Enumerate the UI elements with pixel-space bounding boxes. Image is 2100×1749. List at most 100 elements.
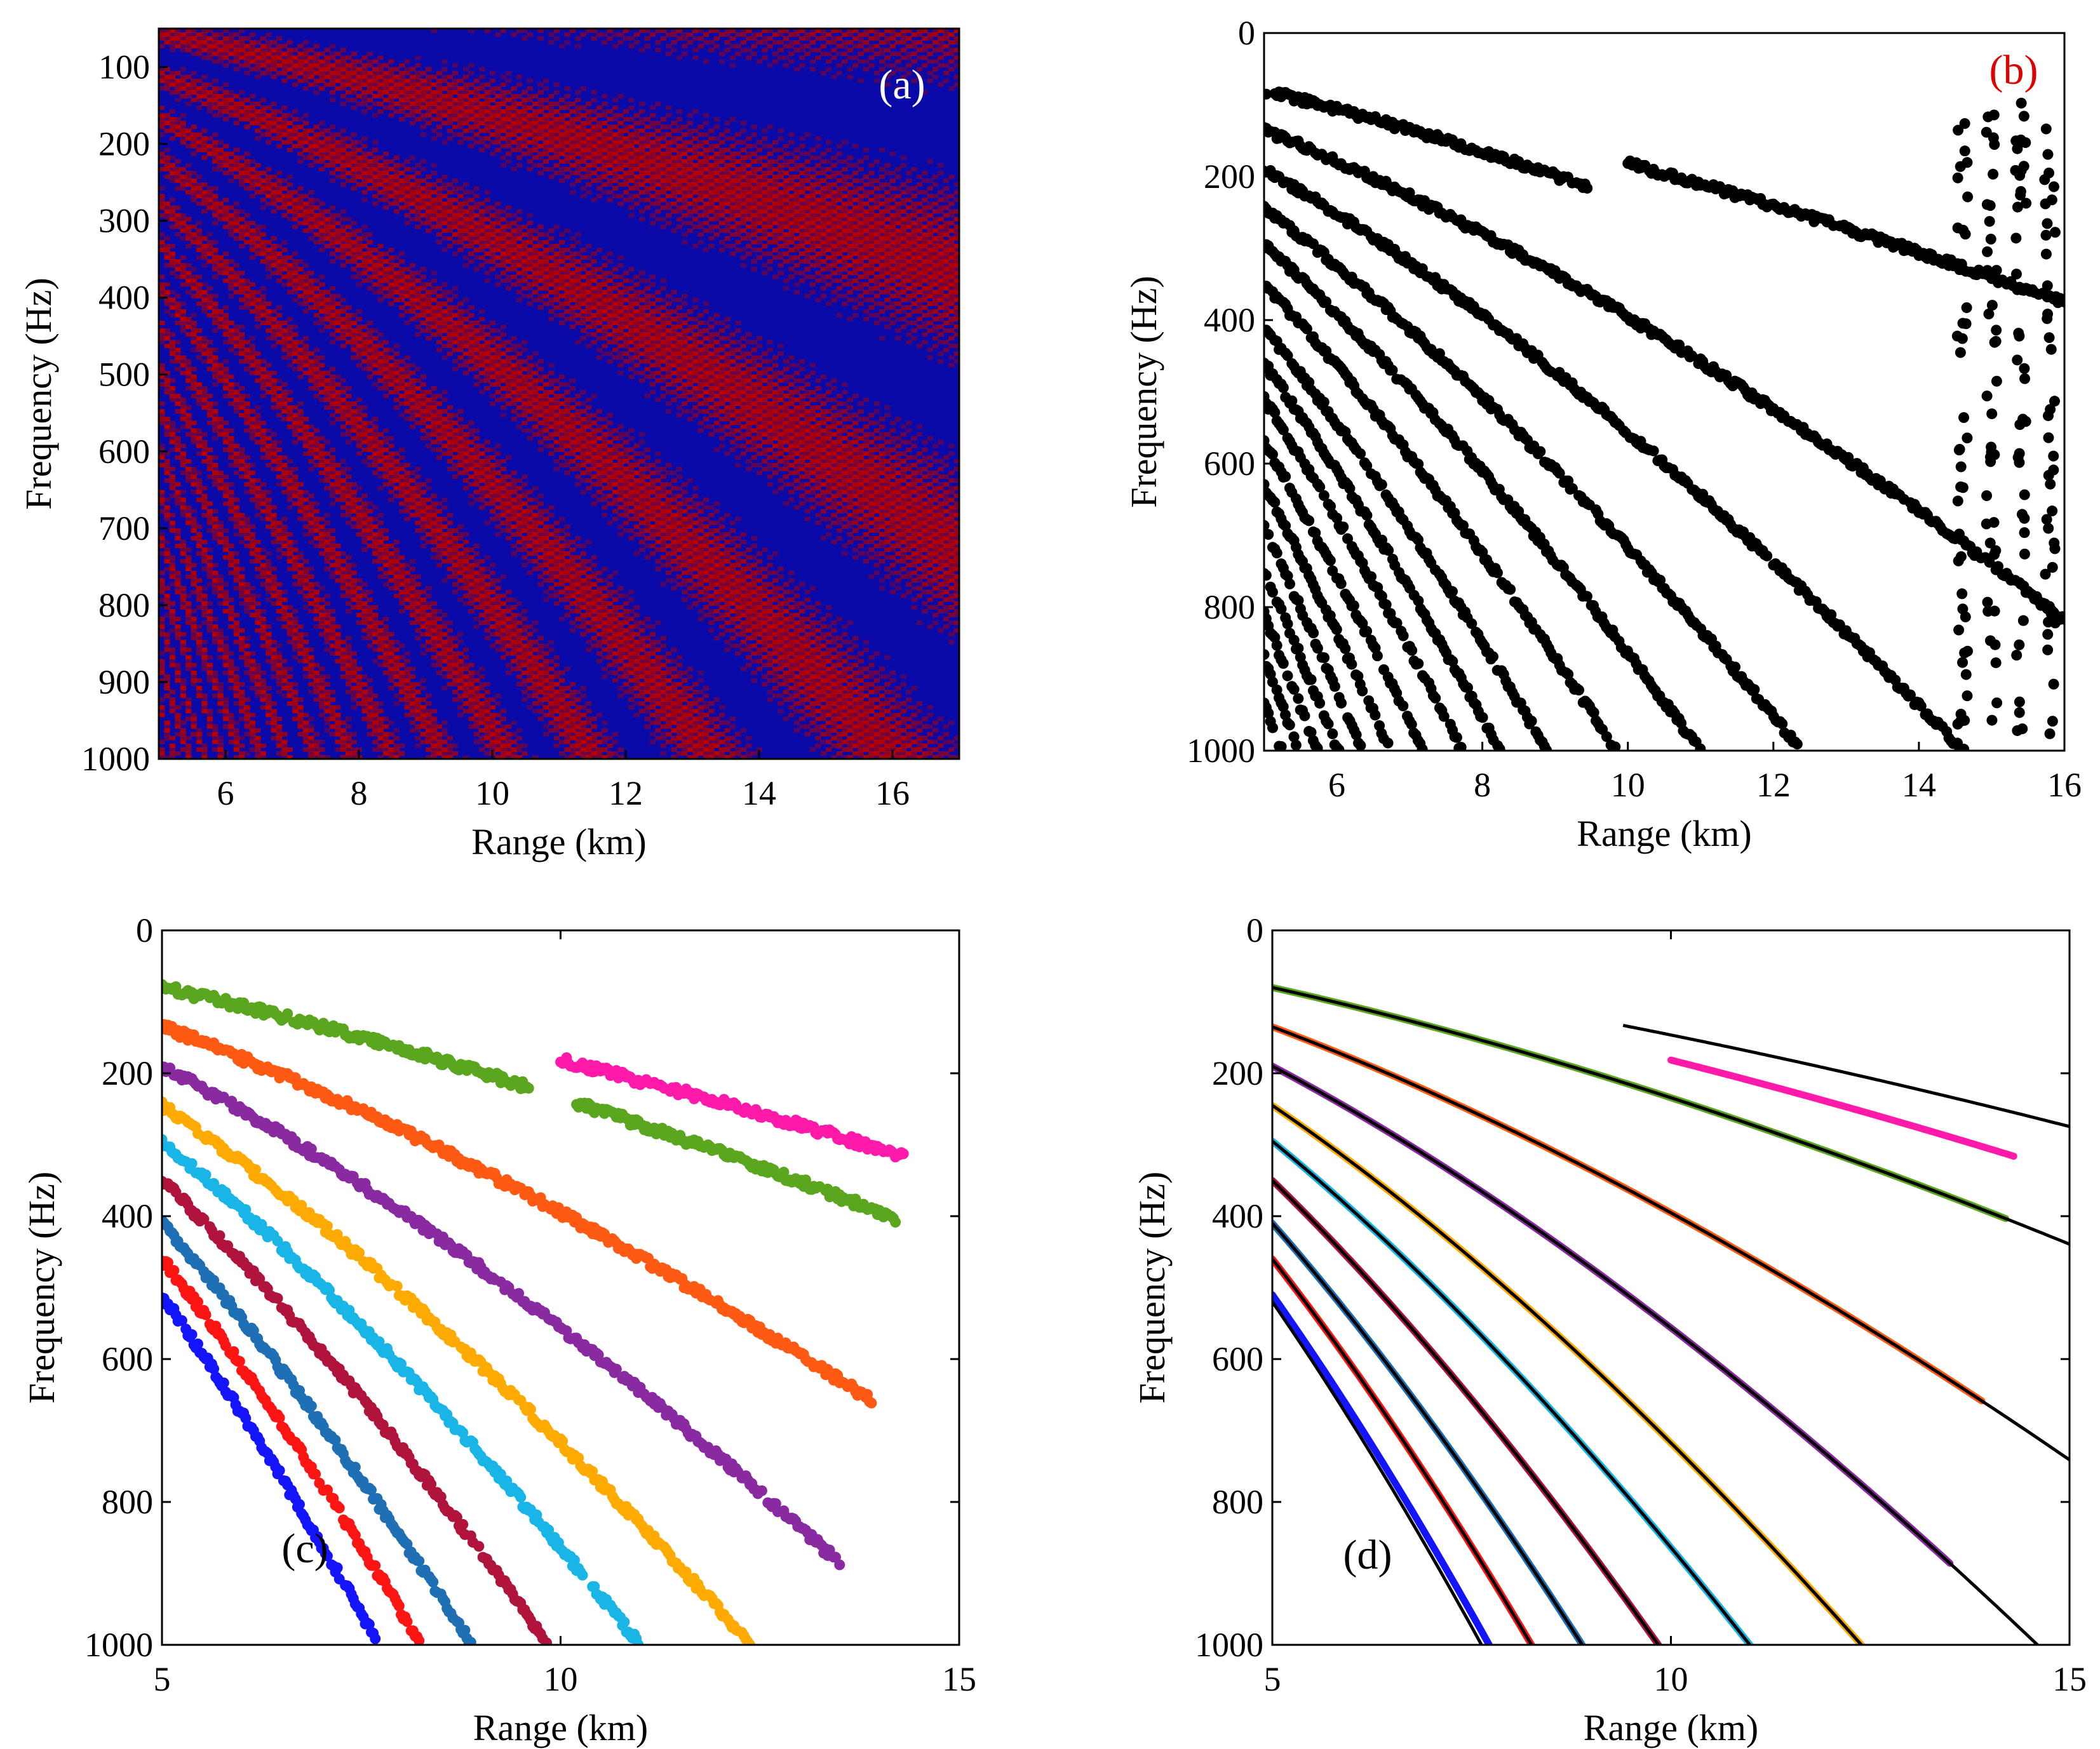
heatmap-cell [228,32,234,37]
heatmap-cell [682,163,688,168]
heatmap-cell [938,40,944,45]
heatmap-cell [612,155,619,160]
heatmap-cell [447,117,453,122]
heatmap-cell [436,109,443,114]
heatmap-cell [404,290,410,295]
heatmap-cell [729,29,736,34]
heatmap-cell [922,29,928,34]
heatmap-cell [596,144,603,149]
heatmap-cell [777,29,784,34]
heatmap-cell [441,182,448,187]
heatmap-cell [777,198,784,203]
heatmap-cell [537,102,544,107]
heatmap-cell [569,271,576,276]
heatmap-cell [596,105,603,111]
heatmap-cell [249,113,256,118]
heatmap-cell [462,136,469,141]
heatmap-cell [206,55,213,60]
heatmap-cell [506,132,512,137]
heatmap-cell [772,220,779,225]
heatmap-cell [900,217,906,222]
heatmap-cell [777,40,784,45]
heatmap-cell [185,93,192,98]
heatmap-cell [927,236,933,241]
heatmap-cell [873,224,880,229]
heatmap-cell [943,251,950,257]
heatmap-cell [201,236,208,241]
heatmap-cell [169,82,176,87]
heatmap-cell [308,209,314,214]
heatmap-cell [196,93,203,98]
heatmap-cell [462,128,469,133]
heatmap-cell [185,29,192,34]
heatmap-cell [713,170,720,175]
heatmap-cell [943,29,950,34]
heatmap-cell [671,136,677,141]
heatmap-cell [233,44,239,49]
heatmap-cell [511,124,517,130]
heatmap-cell [159,213,165,218]
heatmap-cell [602,175,608,180]
heatmap-cell [879,267,885,272]
heatmap-cell [404,309,410,314]
heatmap-cell [324,144,330,149]
heatmap-cell [858,220,864,225]
heatmap-cell [884,55,891,60]
heatmap-cell [447,121,453,126]
heatmap-cell [388,59,394,64]
heatmap-cell [276,109,283,114]
heatmap-cell [660,155,666,160]
heatmap-cell [863,29,870,34]
heatmap-cell [201,293,208,298]
heatmap-cell [548,32,555,37]
heatmap-cell [948,228,955,233]
heatmap-cell [740,182,746,187]
heatmap-cell [906,170,912,175]
heatmap-cell [644,151,650,156]
heatmap-cell [201,251,208,257]
heatmap-cell [175,170,181,175]
heatmap-cell [628,132,635,137]
heatmap-cell [746,151,752,156]
heatmap-cell [244,51,250,57]
heatmap-cell [548,40,555,45]
heatmap-cell [564,128,570,133]
heatmap-cell [628,159,635,164]
heatmap-cell [804,175,811,180]
heatmap-cell [607,147,613,152]
heatmap-cell [532,163,539,168]
heatmap-cell [356,236,363,241]
heatmap-cell [772,239,779,245]
heatmap-cell [767,36,773,41]
heatmap-cell [206,48,213,53]
heatmap-cell [308,70,314,76]
heatmap-cell [522,263,528,268]
heatmap-cell [639,217,645,222]
heatmap-cell [319,316,325,321]
heatmap-cell [756,205,763,210]
heatmap-cell [266,301,272,306]
heatmap-cell [399,251,405,257]
heatmap-cell [847,236,853,241]
heatmap-cell [356,316,363,321]
heatmap-cell [361,82,368,87]
heatmap-cell [607,316,613,321]
heatmap-cell [537,121,544,126]
heatmap-cell [201,55,208,60]
heatmap-cell [639,29,645,34]
heatmap-cell [612,117,619,122]
heatmap-cell [719,205,725,210]
heatmap-cell [591,147,597,152]
heatmap-cell [185,128,192,133]
heatmap-cell [180,267,186,272]
heatmap-cell [201,147,208,152]
heatmap-cell [292,55,299,60]
heatmap-cell [943,274,950,279]
heatmap-cell [175,263,181,268]
heatmap-cell [324,147,330,152]
heatmap-cell [649,301,656,306]
heatmap-cell [697,36,704,41]
heatmap-cell [559,105,565,111]
heatmap-cell [212,90,219,95]
heatmap-cell [516,102,523,107]
